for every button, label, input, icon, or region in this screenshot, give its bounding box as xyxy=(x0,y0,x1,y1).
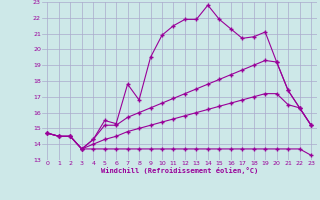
X-axis label: Windchill (Refroidissement éolien,°C): Windchill (Refroidissement éolien,°C) xyxy=(100,167,258,174)
